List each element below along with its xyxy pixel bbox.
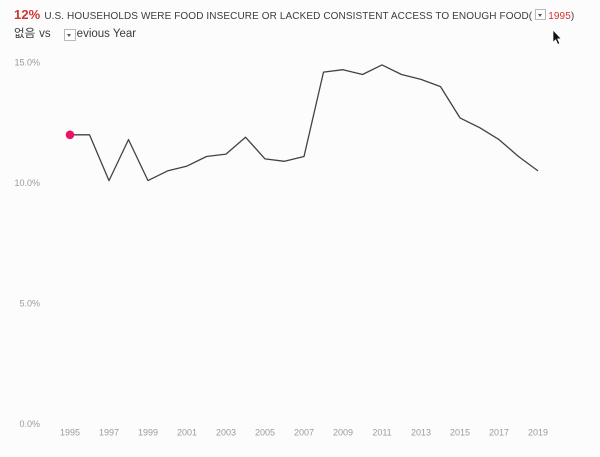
- svg-text:2001: 2001: [177, 428, 197, 438]
- svg-text:2013: 2013: [411, 428, 431, 438]
- svg-text:2003: 2003: [216, 428, 236, 438]
- year-dropdown-icon[interactable]: [535, 9, 547, 20]
- svg-text:1997: 1997: [99, 428, 119, 438]
- svg-text:2011: 2011: [372, 428, 391, 438]
- svg-text:5.0%: 5.0%: [19, 299, 40, 309]
- svg-text:2007: 2007: [294, 428, 314, 438]
- headline-title-text: U.S. HOUSEHOLDS WERE FOOD INSECURE OR LA…: [44, 11, 533, 22]
- trend-line: [70, 64, 539, 182]
- filter-value[interactable]: 없음: [14, 28, 36, 40]
- comparison-dropdown-icon[interactable]: [63, 28, 76, 41]
- headline: 12% U.S. HOUSEHOLDS WERE FOOD INSECURE OR…: [14, 7, 584, 25]
- svg-text:2017: 2017: [489, 428, 509, 438]
- comparison-row: 없음 vs evious Year: [14, 26, 584, 43]
- mouse-cursor-icon: [552, 29, 563, 45]
- svg-text:2019: 2019: [528, 428, 548, 438]
- svg-text:1999: 1999: [138, 428, 158, 438]
- year-dropdown-value[interactable]: 1995: [548, 11, 571, 22]
- svg-text:2015: 2015: [450, 428, 470, 438]
- svg-text:0.0%: 0.0%: [19, 419, 40, 429]
- svg-text:2005: 2005: [255, 428, 275, 438]
- comparison-dropdown-value[interactable]: evious Year: [76, 28, 137, 40]
- x-axis-tick-labels: 1995 1997 1999 2001 2003 2005 2007 2009 2011 2013…: [60, 428, 548, 438]
- y-axis-tick-labels: 15.0% 10.0% 5.0% 0.0%: [14, 58, 40, 430]
- selected-year-marker: [65, 130, 75, 140]
- vs-label: vs: [39, 28, 51, 40]
- svg-text:15.0%: 15.0%: [14, 58, 40, 68]
- svg-text:10.0%: 10.0%: [14, 178, 40, 188]
- headline-metric-value: 12%: [14, 7, 41, 22]
- svg-text:2009: 2009: [333, 428, 353, 438]
- header: 12% U.S. HOUSEHOLDS WERE FOOD INSECURE OR…: [14, 7, 584, 43]
- headline-close-paren: ): [570, 11, 575, 22]
- svg-text:1995: 1995: [60, 428, 80, 438]
